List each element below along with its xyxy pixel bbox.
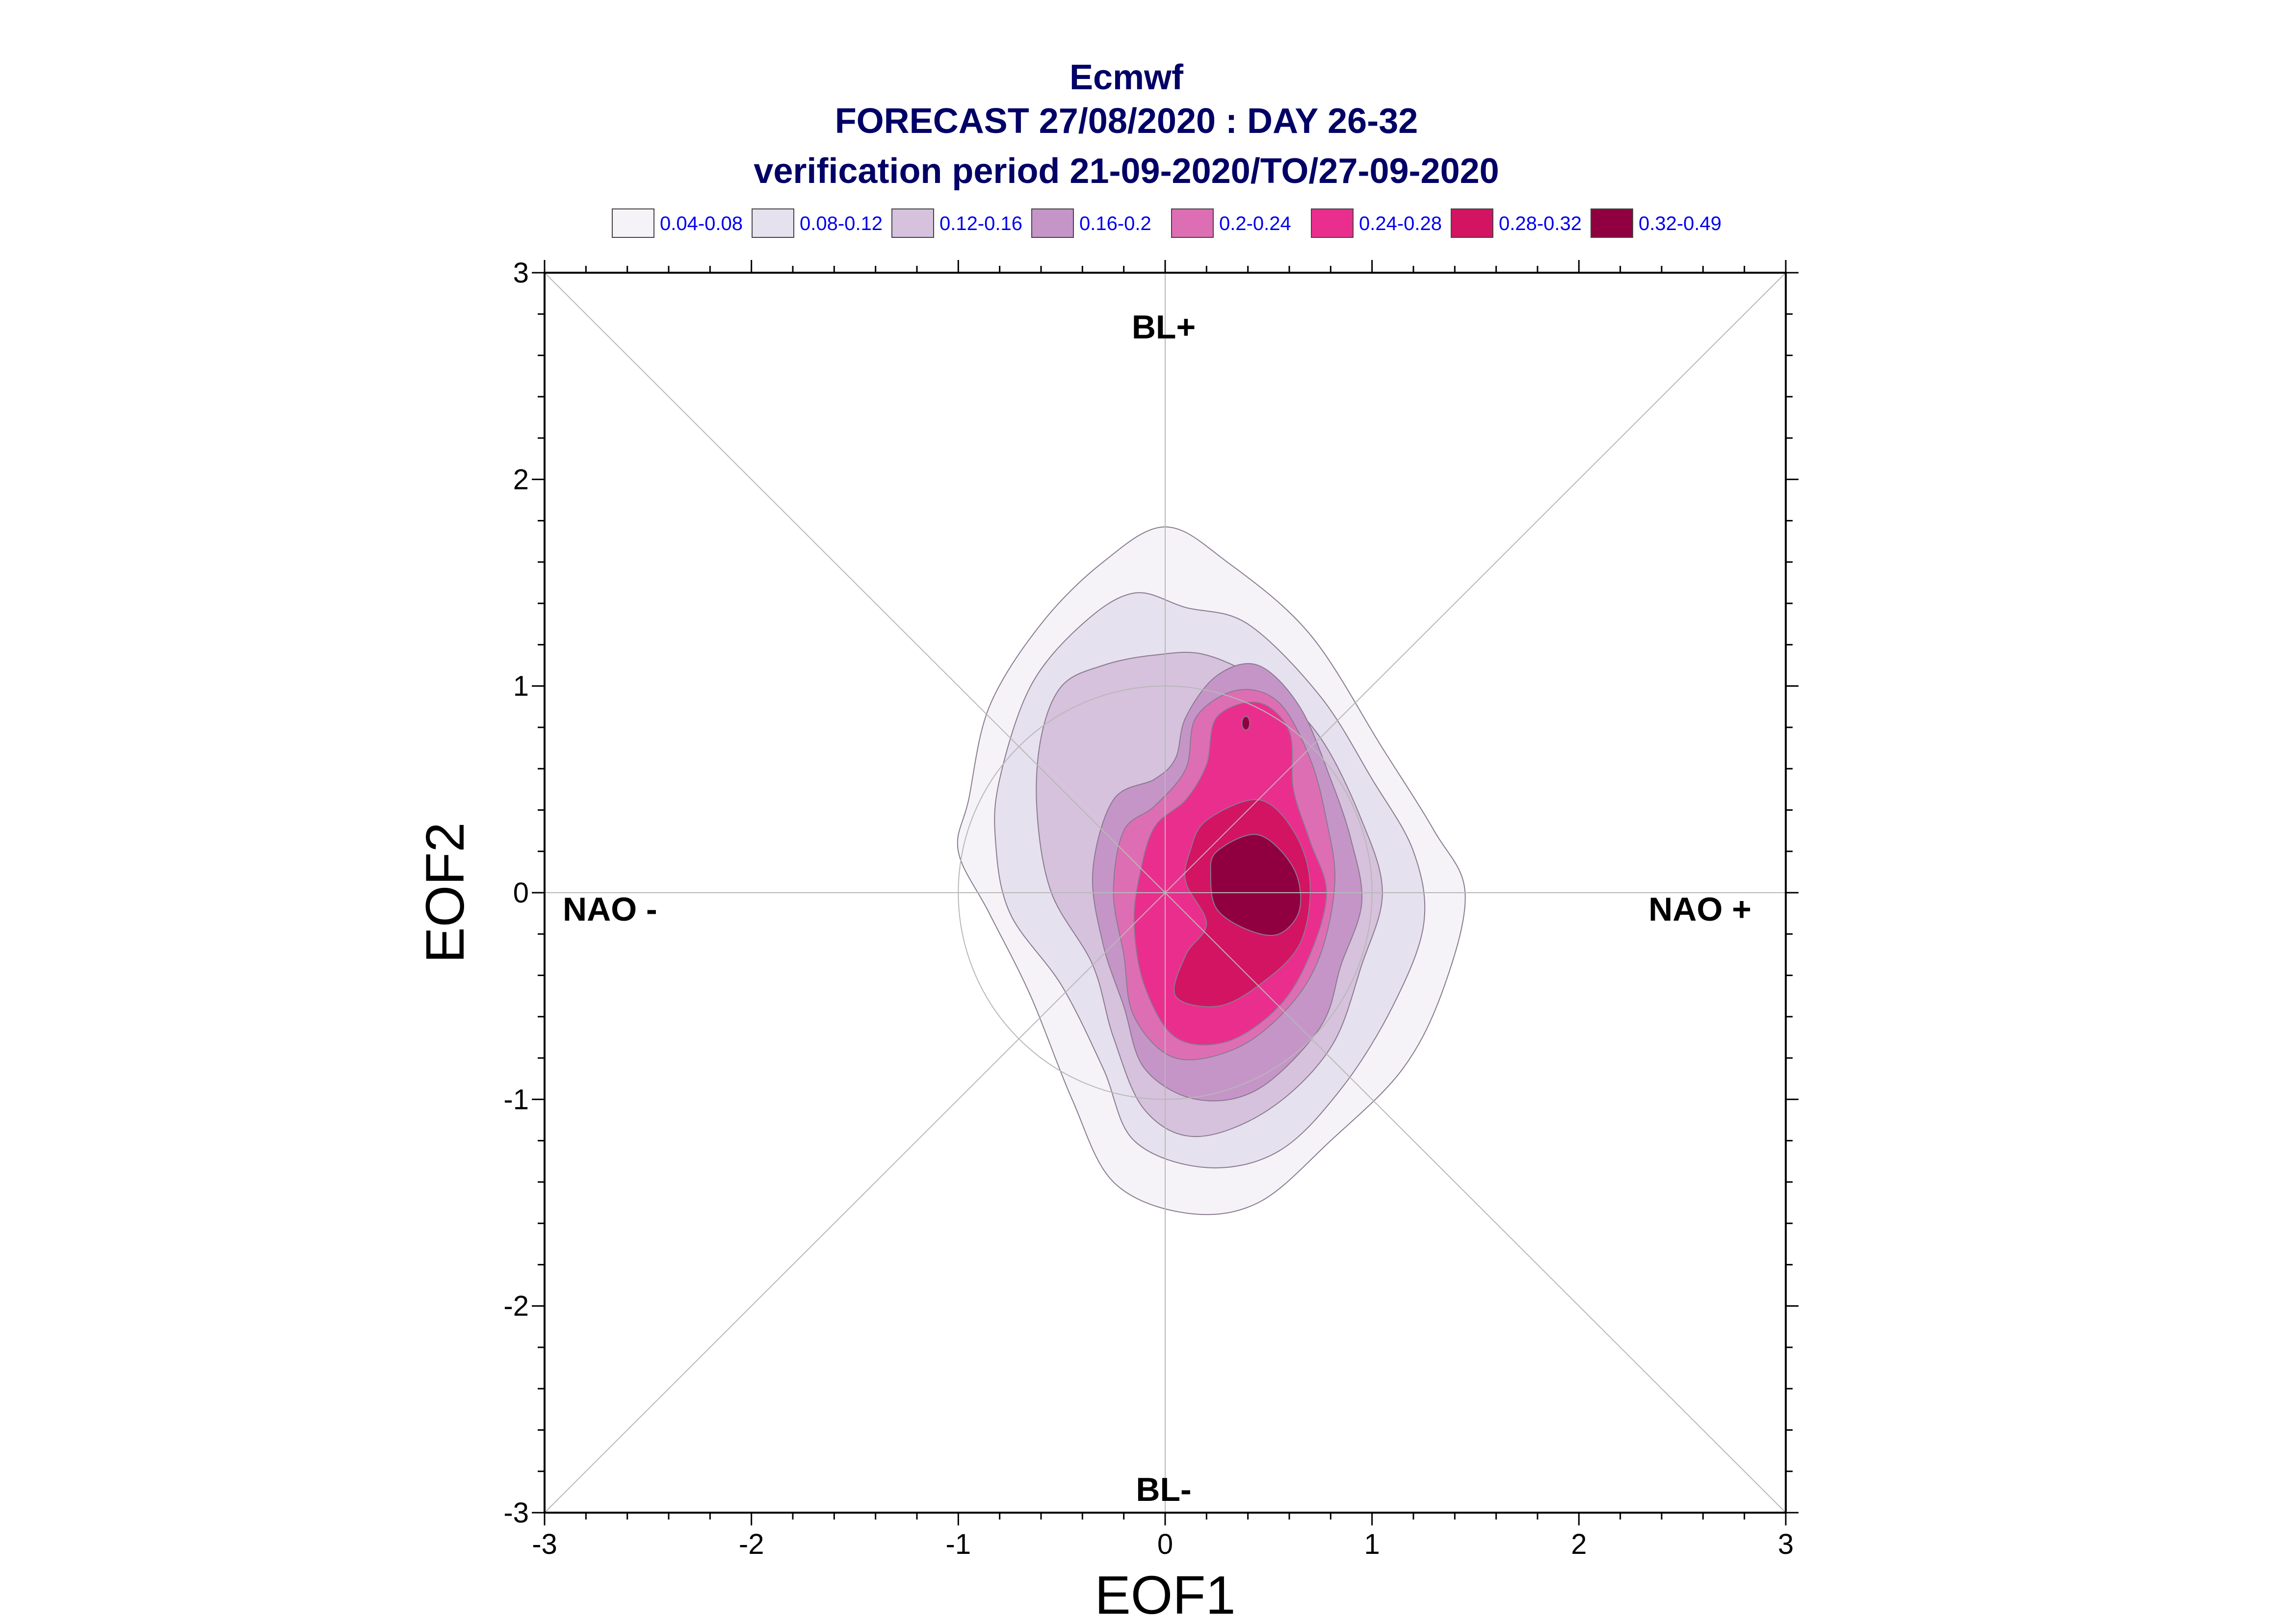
title-line-2: FORECAST 27/08/2020 : DAY 26-32	[835, 102, 1418, 141]
legend-label-8: 0.32-0.49	[1639, 213, 1721, 234]
legend-swatch-1	[612, 208, 654, 238]
legend-swatch-4	[1031, 208, 1074, 238]
legend-label-3: 0.12-0.16	[939, 213, 1022, 234]
x-tick-label: 2	[1571, 1528, 1587, 1560]
y-axis-tick-labels: 3 2 1 0 -1 -2 -3	[503, 257, 529, 1529]
y-tick-label: 3	[513, 257, 529, 289]
x-tick-label: -1	[946, 1528, 971, 1560]
title-line-1: Ecmwf	[1069, 58, 1184, 97]
legend: 0.04-0.08 0.08-0.12 0.12-0.16 0.16-0.2 0.2-0…	[612, 208, 1721, 238]
y-tick-label: -1	[503, 1083, 529, 1115]
axis-ticks	[532, 260, 1799, 1525]
x-axis-title: EOF1	[1095, 1565, 1235, 1624]
density-contours	[957, 526, 1466, 1215]
x-tick-label: 1	[1364, 1528, 1380, 1560]
legend-label-5: 0.2-0.24	[1219, 213, 1291, 234]
y-tick-label: 2	[513, 464, 529, 495]
y-tick-label: 0	[513, 877, 529, 909]
x-tick-label: -2	[739, 1528, 764, 1560]
title-line-3: verification period 21-09-2020/TO/27-09-…	[754, 152, 1499, 191]
regime-label-bottom: BL-	[1136, 1471, 1191, 1508]
x-tick-label: -3	[532, 1528, 557, 1560]
legend-swatch-2	[752, 208, 794, 238]
reference-lines	[544, 272, 1786, 1513]
y-tick-label: -2	[503, 1290, 529, 1322]
y-axis-title: EOF2	[415, 822, 475, 963]
legend-label-6: 0.24-0.28	[1359, 213, 1442, 234]
regime-label-left: NAO -	[563, 891, 657, 928]
legend-swatch-7	[1451, 208, 1493, 238]
y-tick-label: -3	[503, 1497, 529, 1529]
y-tick-label: 1	[513, 670, 529, 702]
regime-label-top: BL+	[1132, 309, 1196, 346]
reference-circle	[958, 685, 1373, 1100]
contour-level-8	[1210, 834, 1302, 936]
legend-swatch-8	[1591, 208, 1633, 238]
legend-swatch-3	[891, 208, 934, 238]
legend-label-1: 0.04-0.08	[660, 213, 743, 234]
legend-label-2: 0.08-0.12	[800, 213, 883, 234]
legend-swatch-6	[1311, 208, 1354, 238]
legend-label-4: 0.16-0.2	[1079, 213, 1151, 234]
chart-title: Ecmwf FORECAST 27/08/2020 : DAY 26-32 ve…	[754, 58, 1499, 191]
x-tick-label: 3	[1778, 1528, 1794, 1560]
contour-local-maximum	[1241, 716, 1251, 731]
legend-label-7: 0.28-0.32	[1499, 213, 1582, 234]
legend-swatch-5	[1171, 208, 1214, 238]
x-tick-label: 0	[1157, 1528, 1173, 1560]
x-axis-tick-labels: -3 -2 -1 0 1 2 3	[532, 1528, 1794, 1560]
regime-label-right: NAO +	[1648, 891, 1751, 928]
